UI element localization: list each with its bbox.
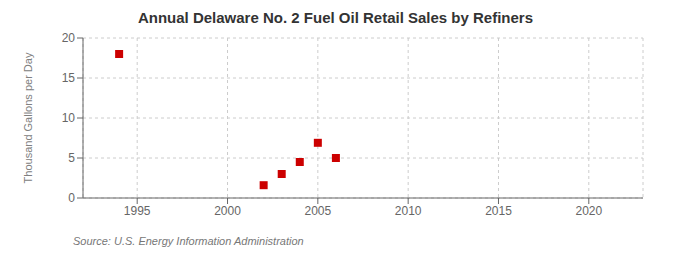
svg-text:2000: 2000 — [214, 204, 241, 218]
svg-text:1995: 1995 — [124, 204, 151, 218]
svg-text:0: 0 — [68, 191, 75, 205]
svg-text:2005: 2005 — [304, 204, 331, 218]
svg-text:2010: 2010 — [395, 204, 422, 218]
svg-text:15: 15 — [62, 71, 76, 85]
svg-text:5: 5 — [68, 151, 75, 165]
html-text:Annual Delaware No. 2 Fuel Oil: Annual Delaware No. 2 Fuel Oil Retail Sa… — [137, 9, 534, 26]
svg-text:10: 10 — [62, 111, 76, 125]
svg-text:20: 20 — [62, 31, 76, 45]
svg-text:2015: 2015 — [485, 204, 512, 218]
svg-text:Thousand Gallons per Day: Thousand Gallons per Day — [22, 52, 34, 183]
html-text:Source: U.S. Energy Informatio: Source: U.S. Energy Information Administ… — [73, 235, 304, 247]
svg-text:2020: 2020 — [575, 204, 602, 218]
